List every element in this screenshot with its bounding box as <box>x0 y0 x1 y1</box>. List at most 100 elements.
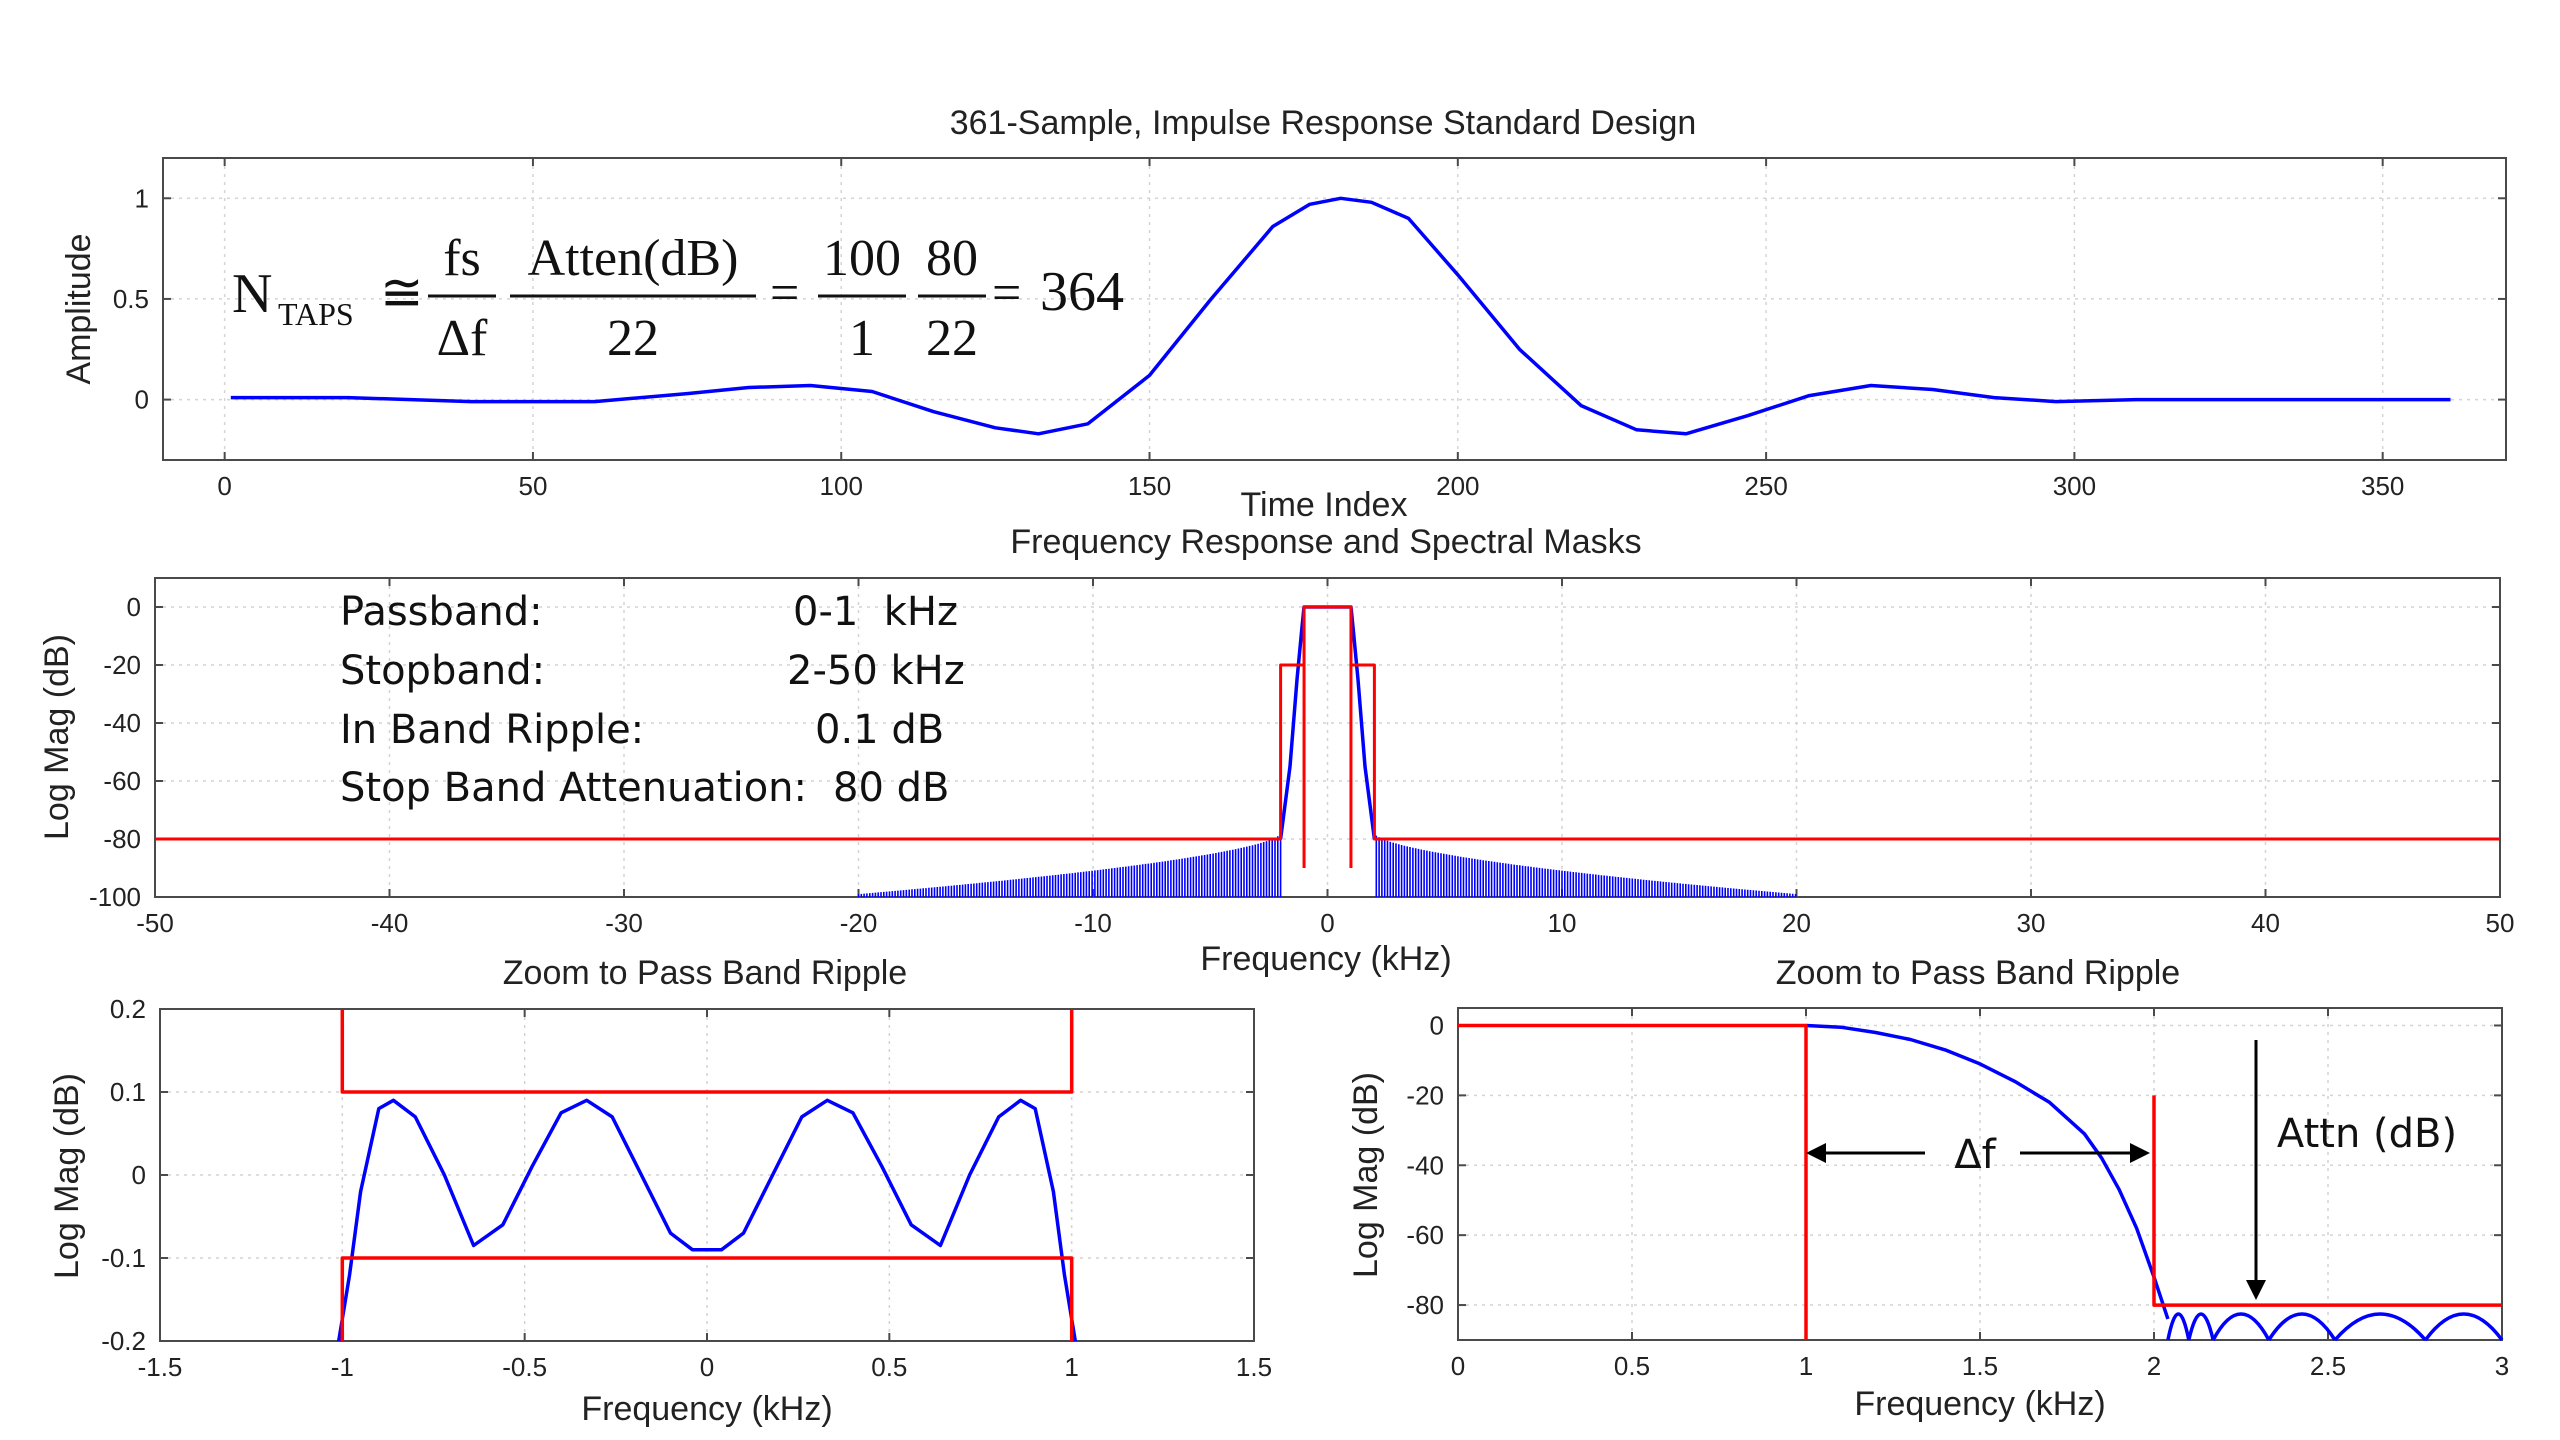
x-tick-label: 20 <box>1782 908 1811 938</box>
x-tick-label: 0 <box>1451 1351 1465 1381</box>
formula-frac3-den: 1 <box>849 310 875 367</box>
freq-plot-frame <box>154 577 2501 898</box>
transition-sidelobe <box>2211 1312 2271 1341</box>
impulse-ticks: 0 50 100 150 200 250 300 350 0 0.5 1 <box>113 158 2506 501</box>
zoom-left-plot-frame <box>159 1008 1255 1342</box>
x-tick-label: -10 <box>1074 908 1112 938</box>
zoom-right-y-axis-label: Log Mag (dB) <box>1347 1072 1385 1278</box>
x-tick-label: 40 <box>2251 908 2280 938</box>
x-tick-label: -30 <box>605 908 643 938</box>
ripple-mask-line <box>340 1256 1074 1341</box>
zoom-left-grid <box>160 1009 1254 1341</box>
x-tick-label: 50 <box>2486 908 2515 938</box>
y-tick-label: -40 <box>103 708 141 738</box>
formula-approx: ≅ <box>380 265 424 322</box>
attn-arrowhead <box>2246 1280 2266 1300</box>
formula-equals-1: = <box>770 265 799 322</box>
freq-ticks: -50 -40 -30 -20 -10 0 10 20 30 40 500-20-40-60-80-… <box>89 578 2515 938</box>
x-tick-label: 1 <box>1799 1351 1813 1381</box>
zoom-left-x-axis-label: Frequency (kHz) <box>581 1390 832 1428</box>
impulse-plot-frame <box>162 157 2507 461</box>
x-tick-label: 0 <box>700 1352 714 1382</box>
spec-attenuation-value: 80 dB <box>833 765 949 811</box>
y-tick-label: 0.1 <box>110 1077 146 1107</box>
freq-chart-title: Frequency Response and Spectral Masks <box>1010 523 1641 561</box>
freq-y-axis-label: Log Mag (dB) <box>38 634 76 840</box>
x-tick-label: 0.5 <box>1614 1351 1650 1381</box>
impulse-series <box>230 196 2451 436</box>
y-tick-label: 0 <box>127 592 141 622</box>
y-tick-label: -40 <box>1406 1150 1444 1180</box>
x-tick-label: 30 <box>2017 908 2046 938</box>
formula-result: 364 <box>1040 261 1124 323</box>
zoom-right-grid <box>1458 1008 2502 1340</box>
x-tick-label: 2 <box>2147 1351 2161 1381</box>
x-tick-label: -1 <box>331 1352 354 1382</box>
x-tick-label: 1.5 <box>1236 1352 1272 1382</box>
transition-mask-line <box>1458 1023 1808 1340</box>
x-tick-label: 200 <box>1436 471 1479 501</box>
freq-x-axis-label: Frequency (kHz) <box>1200 940 1451 978</box>
transition-zoom-chart: Zoom to Pass Band Ripple 0 0.5 1 1.5 2 2.5 3 0 -… <box>1347 954 2509 1423</box>
zoom-left-y-axis-label: Log Mag (dB) <box>48 1073 86 1279</box>
x-tick-label: 1 <box>1064 1352 1078 1382</box>
spec-stopband-label: Stopband: <box>340 648 545 694</box>
x-tick-label: 10 <box>1548 908 1577 938</box>
impulse-y-axis-label: Amplitude <box>60 233 98 384</box>
impulse-x-axis-label: Time Index <box>1241 486 1408 524</box>
x-tick-label: 0 <box>217 471 231 501</box>
transition-mask-line <box>2152 1095 2502 1307</box>
formula-lhs: N <box>232 263 272 325</box>
x-tick-label: -1.5 <box>138 1352 183 1382</box>
impulse-chart-title: 361-Sample, Impulse Response Standard De… <box>950 104 1697 142</box>
formula-equals-2: = <box>992 265 1021 322</box>
freq-series <box>155 605 2500 897</box>
formula-frac1-den: Δf <box>437 310 488 367</box>
zoom-right-title: Zoom to Pass Band Ripple <box>1776 954 2180 992</box>
zoom-right-plot-frame <box>1457 1007 2503 1341</box>
x-tick-label: 0 <box>1320 908 1334 938</box>
y-tick-label: -60 <box>1406 1220 1444 1250</box>
freq-sidelobes <box>857 833 1797 897</box>
y-tick-label: -0.1 <box>101 1243 146 1273</box>
freq-mask-line <box>155 605 2500 841</box>
zoom-right-x-axis-label: Frequency (kHz) <box>1854 1385 2105 1423</box>
x-tick-label: 150 <box>1128 471 1171 501</box>
y-tick-label: -0.2 <box>101 1326 146 1356</box>
x-tick-label: -20 <box>840 908 878 938</box>
x-tick-label: 350 <box>2361 471 2404 501</box>
transition-line <box>1805 1023 2170 1320</box>
taps-formula: N TAPS ≅ fs Δf Atten(dB) 22 = 100 1 80 2… <box>232 230 1124 367</box>
zoom-left-title: Zoom to Pass Band Ripple <box>503 954 907 992</box>
y-tick-label: 0.5 <box>113 284 149 314</box>
formula-frac2-num: Atten(dB) <box>528 230 739 287</box>
y-tick-label: -80 <box>103 824 141 854</box>
ripple-line <box>336 1098 1078 1342</box>
impulse-response-chart: 361-Sample, Impulse Response Standard De… <box>60 104 2507 524</box>
spec-ripple-label: In Band Ripple: <box>340 707 644 753</box>
y-tick-label: -60 <box>103 766 141 796</box>
spec-stopband-value: 2-50 kHz <box>787 648 965 694</box>
spec-annotations: Passband: 0-1 kHz Stopband: 2-50 kHz In … <box>340 589 965 811</box>
formula-frac2-den: 22 <box>607 310 659 367</box>
formula-lhs-subscript: TAPS <box>278 296 354 332</box>
formula-frac4-den: 22 <box>926 310 978 367</box>
y-tick-label: 0 <box>132 1160 146 1190</box>
delta-f-arrowhead-left <box>1806 1143 1826 1163</box>
x-tick-label: 2.5 <box>2310 1351 2346 1381</box>
x-tick-label: 300 <box>2053 471 2096 501</box>
transition-sidelobe <box>2166 1312 2191 1341</box>
x-tick-label: 50 <box>518 471 547 501</box>
delta-f-annotation: Δf <box>1806 1132 2150 1178</box>
y-tick-label: 0 <box>135 385 149 415</box>
transition-sidelobe <box>2187 1312 2215 1341</box>
y-tick-label: -20 <box>103 650 141 680</box>
delta-f-arrowhead-right <box>2130 1143 2150 1163</box>
x-tick-label: 0.5 <box>871 1352 907 1382</box>
y-tick-label: -20 <box>1406 1080 1444 1110</box>
ripple-mask-line <box>340 1009 1074 1094</box>
attn-annotation: Attn (dB) <box>2246 1040 2457 1300</box>
passband-zoom-chart: Zoom to Pass Band Ripple -1.5 -1 -0.5 0 0.5 1… <box>48 954 1272 1428</box>
attn-label: Attn (dB) <box>2277 1111 2457 1157</box>
